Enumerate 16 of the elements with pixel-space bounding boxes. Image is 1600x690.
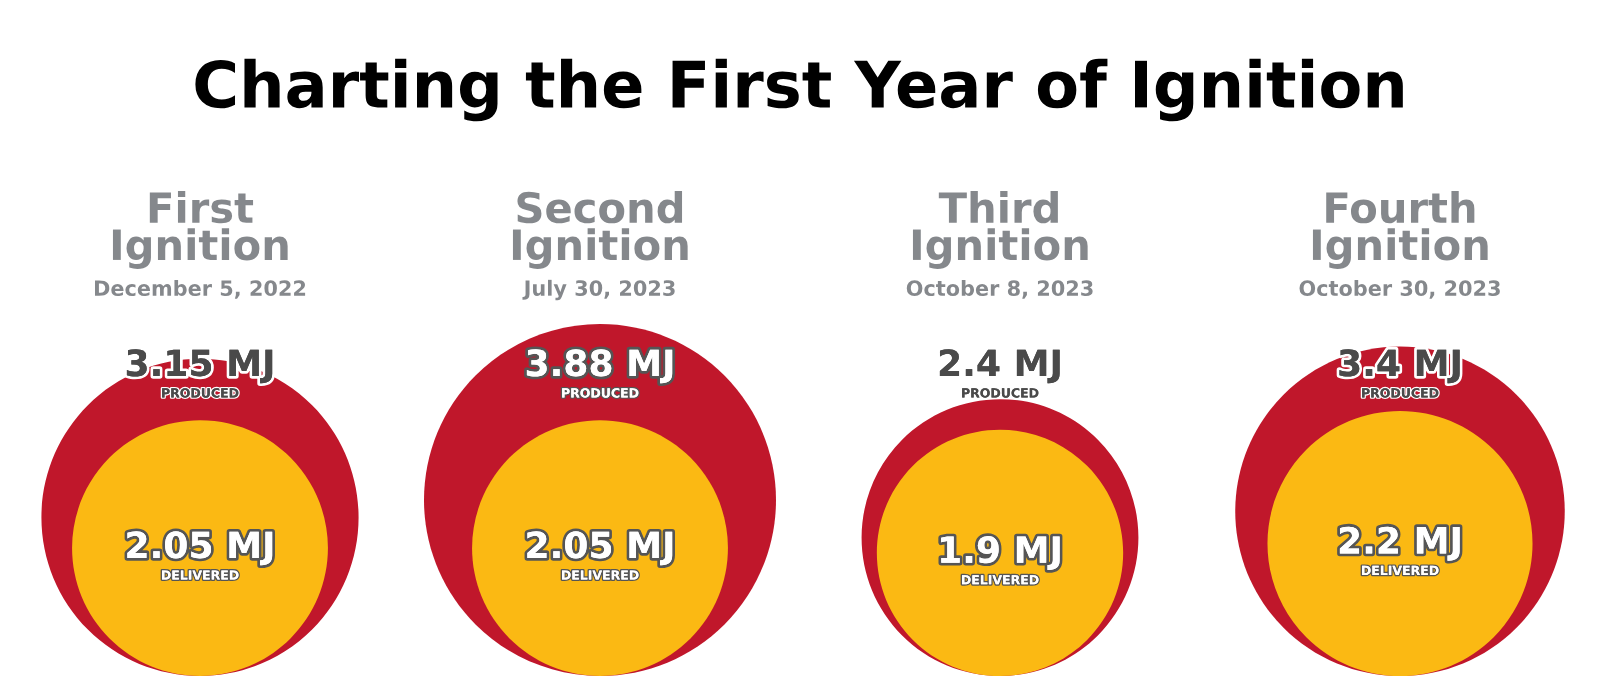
data-label: 3.4 MJ [1339, 349, 1460, 384]
data-label: 2.2 MJ [1339, 526, 1460, 561]
data-label: 3.88 MJ [526, 349, 673, 384]
text: July 30, 2023 [522, 279, 675, 301]
data-label: 1.9 MJ [941, 536, 1060, 571]
category-label: Second Ignition [512, 191, 688, 269]
data-label: 2.05 MJ [527, 531, 673, 566]
category-label: First Ignition [112, 191, 288, 269]
text: October 30, 2023 [1299, 279, 1500, 299]
text: Charting the First Year of Ignition [195, 58, 1403, 122]
data-label: 2.05 MJ [127, 531, 273, 566]
category-label: Third Ignition [912, 191, 1088, 269]
text: December 5, 2022 [95, 279, 306, 299]
category-label: Fourth Ignition [1312, 191, 1488, 269]
data-label: 2.4 MJ [939, 349, 1060, 384]
text: October 8, 2023 [906, 279, 1093, 299]
